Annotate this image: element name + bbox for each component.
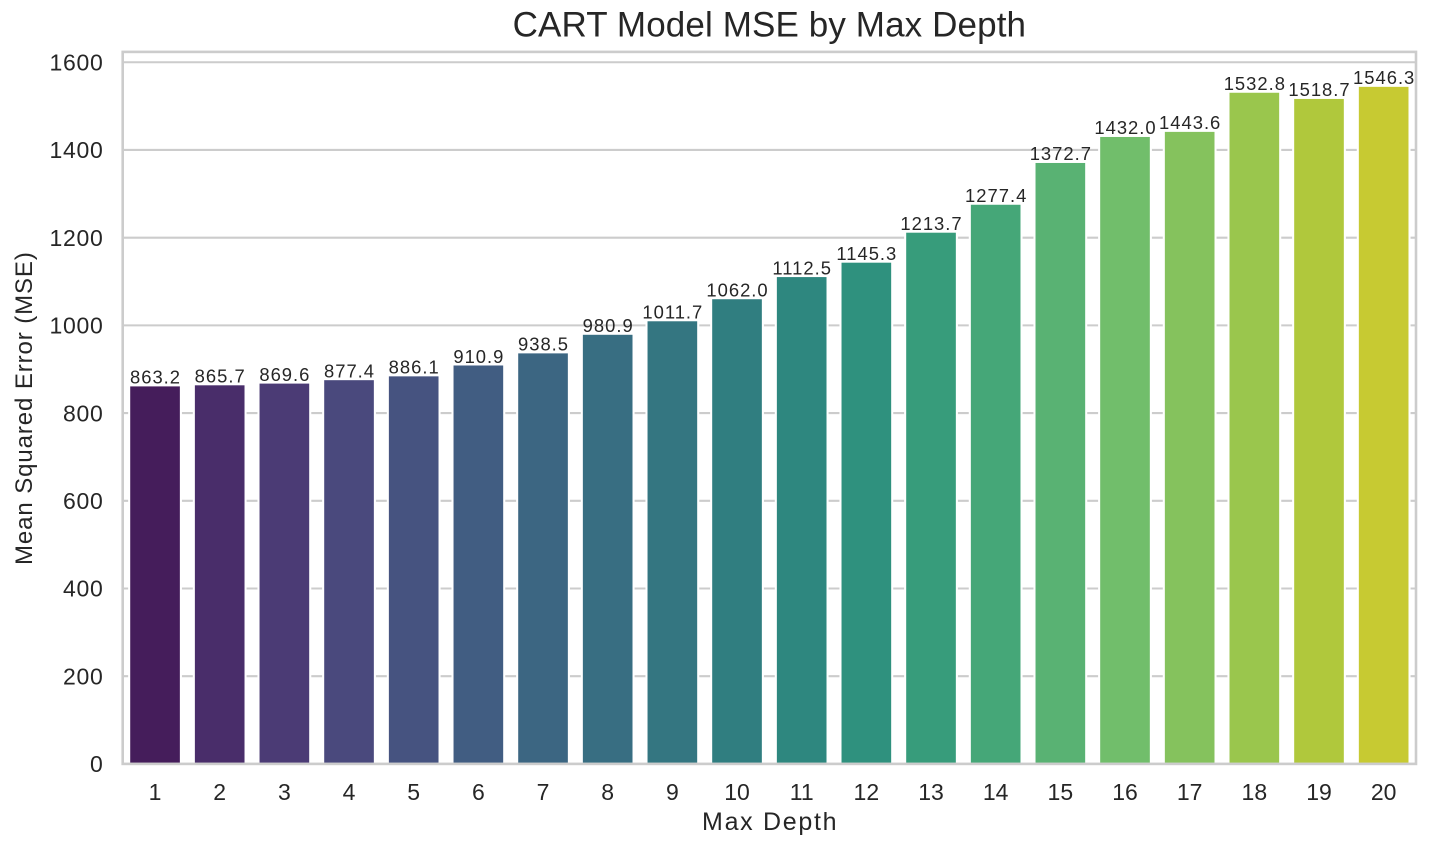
svg-text:1277.4: 1277.4 bbox=[965, 185, 1027, 206]
svg-text:886.1: 886.1 bbox=[389, 357, 440, 378]
svg-text:9: 9 bbox=[666, 779, 679, 805]
svg-text:5: 5 bbox=[407, 779, 420, 805]
svg-text:Mean Squared Error (MSE): Mean Squared Error (MSE) bbox=[11, 251, 38, 565]
svg-text:1062.0: 1062.0 bbox=[706, 279, 768, 300]
svg-text:15: 15 bbox=[1048, 779, 1074, 805]
svg-text:18: 18 bbox=[1242, 779, 1268, 805]
svg-text:Max Depth: Max Depth bbox=[702, 808, 838, 836]
svg-text:20: 20 bbox=[1371, 779, 1397, 805]
svg-text:1546.3: 1546.3 bbox=[1353, 67, 1415, 88]
svg-text:910.9: 910.9 bbox=[453, 346, 504, 367]
svg-text:0: 0 bbox=[90, 751, 104, 777]
svg-text:865.7: 865.7 bbox=[195, 366, 246, 387]
svg-text:869.6: 869.6 bbox=[259, 364, 310, 385]
svg-text:938.5: 938.5 bbox=[518, 334, 569, 355]
svg-text:1532.8: 1532.8 bbox=[1224, 73, 1286, 94]
svg-text:863.2: 863.2 bbox=[130, 367, 181, 388]
svg-text:12: 12 bbox=[854, 779, 880, 805]
svg-text:2: 2 bbox=[213, 779, 226, 805]
svg-text:1213.7: 1213.7 bbox=[900, 213, 962, 234]
svg-text:1432.0: 1432.0 bbox=[1094, 117, 1156, 138]
svg-text:1372.7: 1372.7 bbox=[1030, 143, 1092, 164]
svg-text:6: 6 bbox=[472, 779, 485, 805]
svg-text:1112.5: 1112.5 bbox=[772, 257, 832, 278]
svg-text:13: 13 bbox=[918, 779, 944, 805]
svg-text:1145.3: 1145.3 bbox=[836, 243, 897, 264]
svg-text:980.9: 980.9 bbox=[583, 315, 634, 336]
svg-text:CART Model MSE by Max Depth: CART Model MSE by Max Depth bbox=[513, 6, 1027, 45]
svg-text:800: 800 bbox=[63, 400, 103, 426]
svg-text:16: 16 bbox=[1112, 779, 1138, 805]
svg-text:11: 11 bbox=[790, 779, 814, 805]
svg-text:7: 7 bbox=[537, 779, 550, 805]
svg-text:1443.6: 1443.6 bbox=[1159, 112, 1221, 133]
svg-text:1000: 1000 bbox=[50, 313, 104, 339]
svg-text:14: 14 bbox=[983, 779, 1009, 805]
svg-text:200: 200 bbox=[63, 663, 103, 689]
svg-text:8: 8 bbox=[601, 779, 614, 805]
svg-text:19: 19 bbox=[1306, 779, 1332, 805]
svg-text:1518.7: 1518.7 bbox=[1288, 79, 1350, 100]
svg-text:10: 10 bbox=[724, 779, 750, 805]
svg-text:1011.7: 1011.7 bbox=[642, 302, 703, 323]
svg-text:600: 600 bbox=[63, 488, 103, 514]
svg-text:4: 4 bbox=[343, 779, 356, 805]
svg-text:3: 3 bbox=[278, 779, 291, 805]
svg-text:17: 17 bbox=[1177, 779, 1203, 805]
svg-text:1200: 1200 bbox=[50, 225, 104, 251]
svg-text:400: 400 bbox=[63, 576, 103, 602]
svg-text:1: 1 bbox=[149, 779, 162, 805]
svg-text:877.4: 877.4 bbox=[324, 360, 375, 381]
svg-text:1400: 1400 bbox=[50, 137, 104, 163]
svg-text:1600: 1600 bbox=[50, 50, 104, 76]
